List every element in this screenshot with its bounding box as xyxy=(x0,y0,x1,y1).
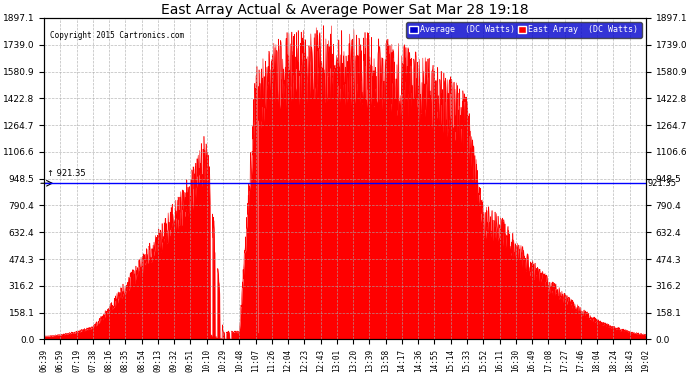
Text: 921.35: 921.35 xyxy=(647,179,676,188)
Text: Copyright 2015 Cartronics.com: Copyright 2015 Cartronics.com xyxy=(50,31,184,40)
Title: East Array Actual & Average Power Sat Mar 28 19:18: East Array Actual & Average Power Sat Ma… xyxy=(161,3,529,17)
Text: ↑ 921.35: ↑ 921.35 xyxy=(47,169,86,178)
Legend: Average  (DC Watts), East Array  (DC Watts): Average (DC Watts), East Array (DC Watts… xyxy=(406,22,642,38)
